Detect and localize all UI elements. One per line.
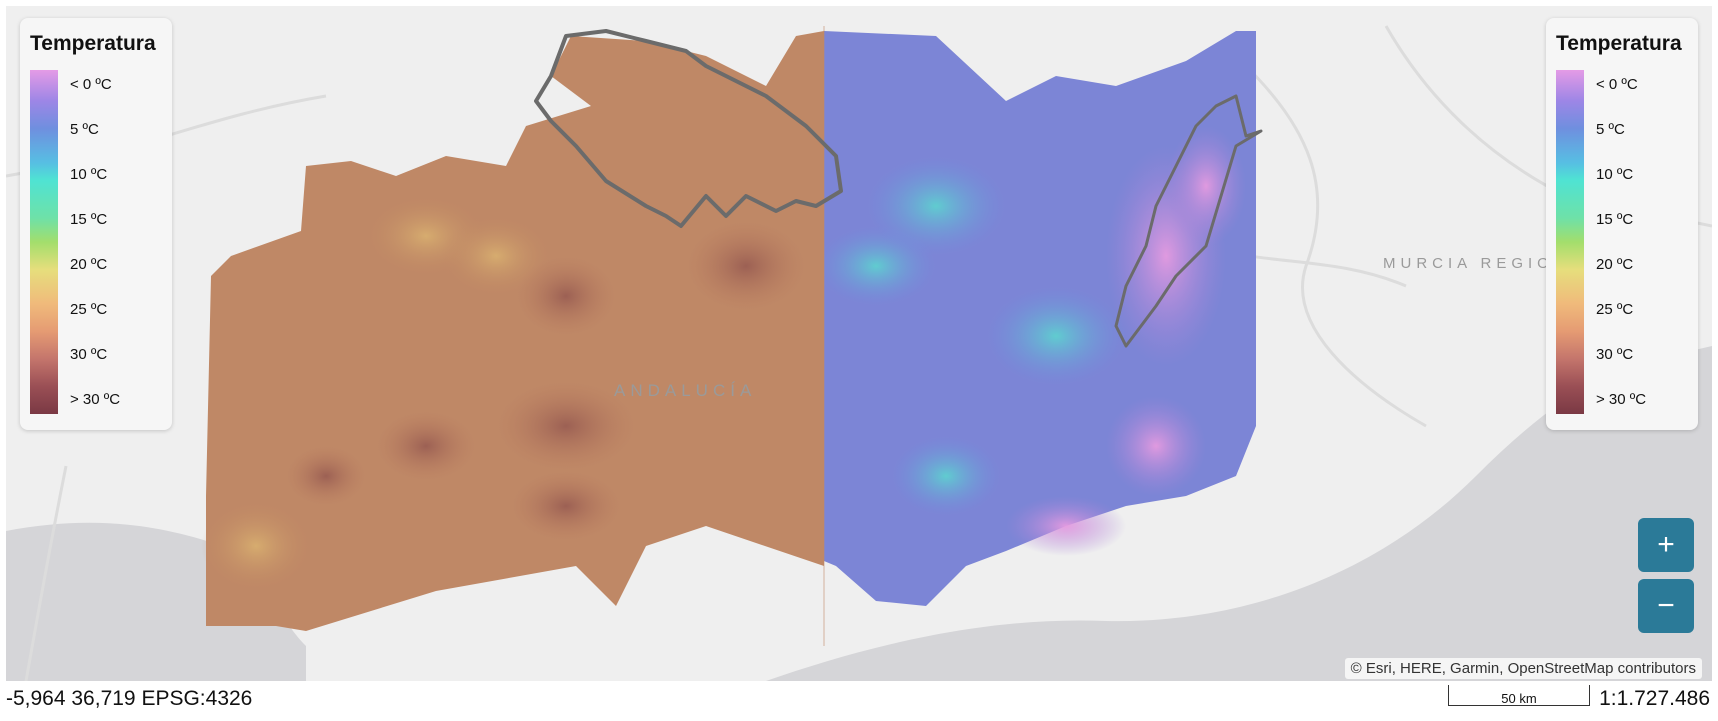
- zoom-in-button[interactable]: +: [1638, 518, 1694, 572]
- legend-label: 15 ºC: [1596, 211, 1634, 228]
- legend-label: > 30 ºC: [70, 391, 121, 408]
- legend-label: 10 ºC: [1596, 166, 1634, 183]
- temperature-layer-right: [824, 31, 1256, 606]
- legend-label: 20 ºC: [70, 256, 108, 273]
- legend-label: < 0 ºC: [1596, 76, 1638, 93]
- legend-label: > 30 ºC: [1596, 391, 1647, 408]
- scale-bar: 50 km: [1448, 685, 1590, 706]
- scale-ratio: 1:1.727.486: [1599, 687, 1710, 710]
- sea-mediterranean: [766, 346, 1712, 681]
- legend-title: Temperatura: [30, 32, 156, 55]
- map-attribution: © Esri, HERE, Garmin, OpenStreetMap cont…: [1344, 658, 1702, 679]
- legend-color-ramp: [30, 70, 58, 414]
- legend-color-ramp: [1556, 70, 1584, 414]
- legend-label: 30 ºC: [1596, 346, 1634, 363]
- zoom-out-button[interactable]: −: [1638, 579, 1694, 633]
- legend-label: < 0 ºC: [70, 76, 112, 93]
- basemap: ANDALUCÍA MURCIA REGION: [6, 25, 1712, 681]
- legend-label: 5 ºC: [70, 121, 99, 138]
- legend-label: 30 ºC: [70, 346, 108, 363]
- region-label-murcia: MURCIA REGION: [1383, 255, 1570, 272]
- province-boundary-north: [534, 29, 843, 228]
- province-boundary-east: [1114, 94, 1263, 348]
- legend-title: Temperatura: [1556, 32, 1682, 55]
- legend-label: 15 ºC: [70, 211, 108, 228]
- legend-right: Temperatura < 0 ºC 5 ºC 10 ºC 15 ºC 20 º…: [1546, 18, 1698, 430]
- legend-label: 10 ºC: [70, 166, 108, 183]
- legend-left: Temperatura < 0 ºC 5 ºC 10 ºC 15 ºC 20 º…: [20, 18, 172, 430]
- legend-label: 25 ºC: [1596, 301, 1634, 318]
- legend-label: 20 ºC: [1596, 256, 1634, 273]
- legend-label: 25 ºC: [70, 301, 108, 318]
- map-canvas[interactable]: ANDALUCÍA MURCIA REGION Temperatura < 0 …: [6, 6, 1712, 681]
- cursor-coordinates: -5,964 36,719 EPSG:4326: [6, 687, 253, 710]
- temperature-layer-left: [201, 31, 824, 631]
- region-label-andalucia: ANDALUCÍA: [614, 381, 756, 400]
- legend-label: 5 ºC: [1596, 121, 1625, 138]
- status-bar: -5,964 36,719 EPSG:4326 50 km 1:1.727.48…: [0, 681, 1718, 721]
